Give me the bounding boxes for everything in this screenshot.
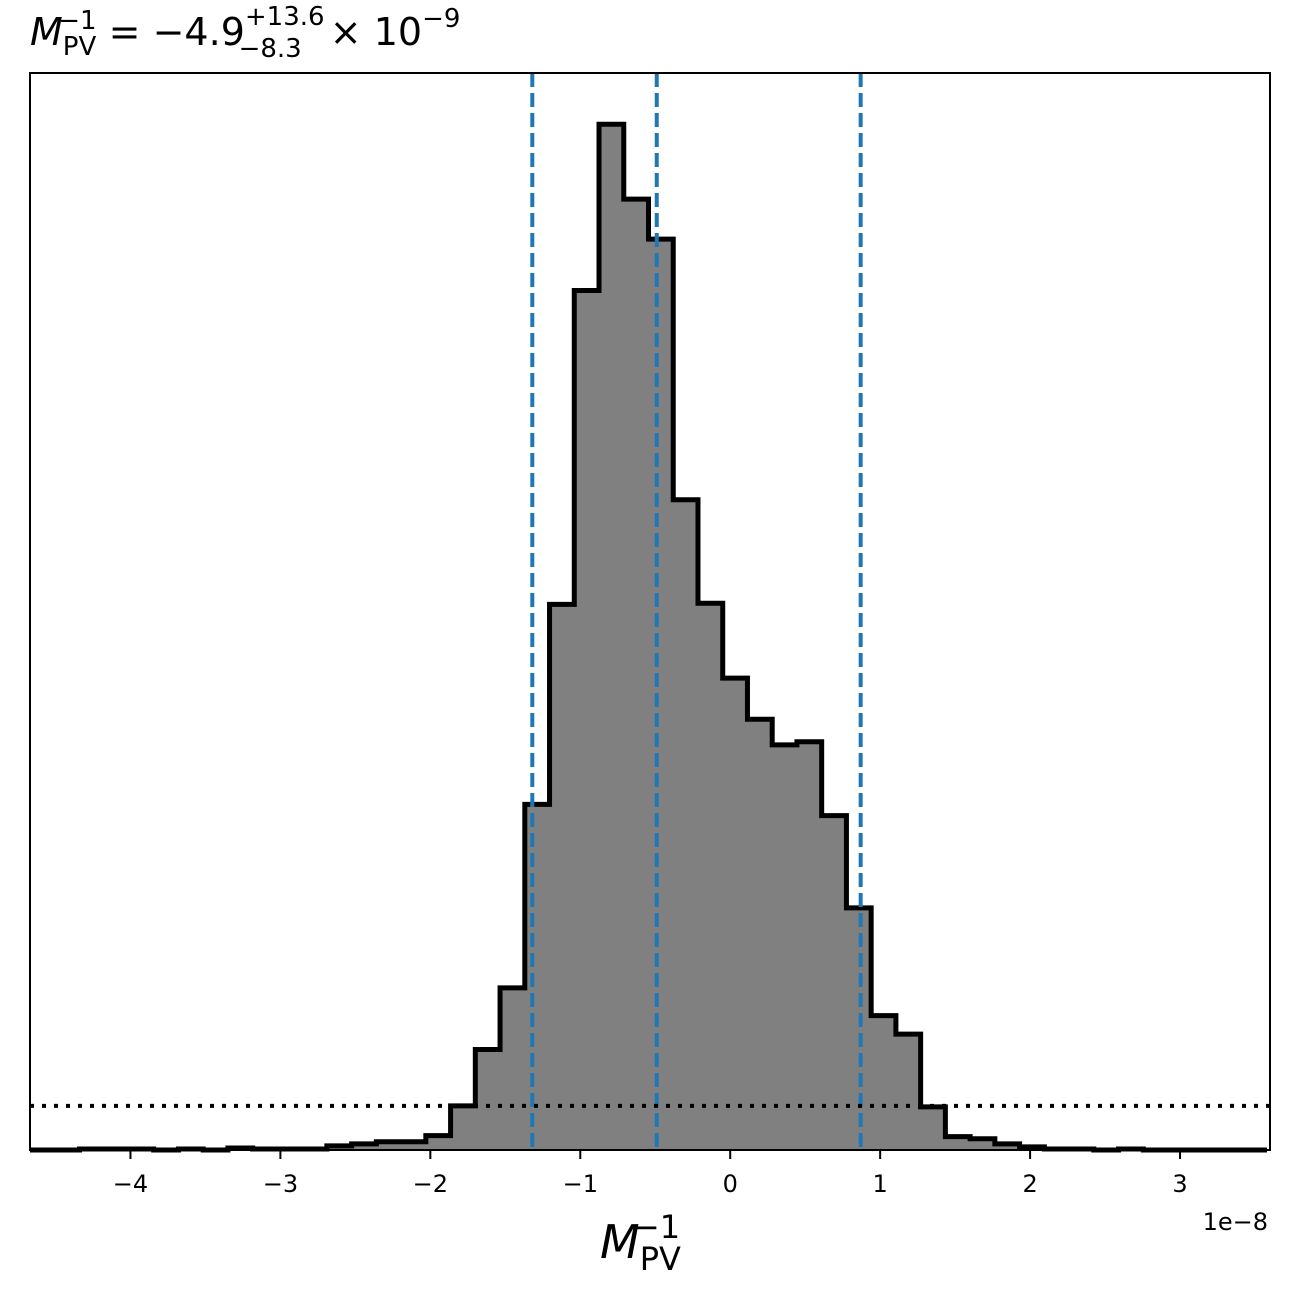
chart-title: MPV−1 = −4.9+13.6 −8.3 × 10−9 [30, 2, 460, 64]
x-tick-label: 2 [1022, 1170, 1037, 1198]
title-err-minus: −8.3 [239, 34, 302, 64]
x-tick-label: −2 [413, 1170, 448, 1198]
histogram-bar [475, 1049, 501, 1150]
x-axis-ticks: −4 −3 −2 −1 0 1 2 3 [113, 1150, 1188, 1198]
x-tick-label: 1 [873, 1170, 888, 1198]
title-exponent: −9 [422, 4, 460, 34]
histogram-bar [524, 804, 551, 1150]
histogram-bar [549, 604, 575, 1150]
histogram-outline [30, 121, 1267, 1153]
x-offset-text: 1e−8 [1203, 1208, 1268, 1236]
histogram-bar [425, 1135, 452, 1150]
histogram-bar [970, 1138, 996, 1150]
x-tick-label: −1 [563, 1170, 598, 1198]
xlabel-symbol: M [600, 1215, 640, 1269]
xlabel-superscript: −1 [633, 1208, 680, 1246]
histogram-bar [697, 603, 724, 1150]
x-tick-label: −3 [263, 1170, 298, 1198]
x-tick-label: 3 [1172, 1170, 1187, 1198]
histogram-bar [673, 499, 699, 1150]
histogram-bar [623, 199, 650, 1151]
x-axis-label: MPV−1 [600, 1208, 681, 1278]
histogram-bar [994, 1143, 1021, 1150]
histogram-bar [920, 1106, 946, 1150]
histogram-bar [871, 1015, 897, 1150]
histogram-bar [895, 1034, 922, 1150]
axes-frame [29, 72, 1271, 1151]
histogram-bar [351, 1143, 377, 1150]
histogram-bar [500, 987, 526, 1150]
histogram-bar [821, 815, 847, 1150]
histogram-bar [772, 744, 798, 1150]
title-symbol: M [30, 10, 63, 54]
x-tick-label: −4 [113, 1170, 148, 1198]
histogram-bar [599, 124, 625, 1150]
histogram-bar [376, 1141, 402, 1150]
histogram-bars [79, 124, 1144, 1151]
histogram-bar [846, 907, 872, 1150]
x-tick-label: 0 [723, 1170, 738, 1198]
title-err-plus: +13.6 [245, 2, 325, 32]
histogram-bar [796, 741, 823, 1150]
histogram-bar [574, 290, 600, 1150]
histogram-bar [747, 719, 773, 1150]
title-subscript: PV [63, 32, 97, 62]
histogram-bar [648, 239, 674, 1150]
histogram-bar [945, 1136, 971, 1150]
histogram-bar [450, 1105, 476, 1150]
title-superscript: −1 [58, 6, 96, 36]
xlabel-subscript: PV [640, 1240, 681, 1278]
histogram-bar [722, 678, 748, 1150]
title-times: × 10 [318, 10, 422, 54]
title-value: = −4.9 [97, 10, 245, 54]
histogram-bar [401, 1141, 427, 1150]
